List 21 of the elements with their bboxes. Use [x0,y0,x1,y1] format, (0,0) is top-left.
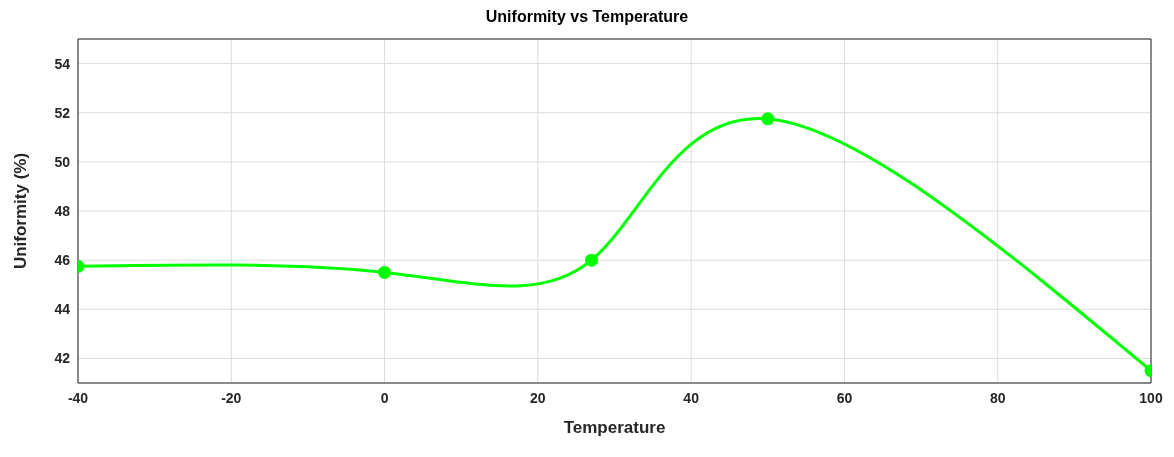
x-tick-label: 100 [1139,389,1163,406]
x-tick-label: 80 [989,389,1006,406]
x-tick-label: 60 [836,389,853,406]
y-tick-label: 44 [54,301,71,318]
x-axis-title: Temperature [563,418,666,437]
chart-title: Uniformity vs Temperature [484,8,690,27]
point [585,253,599,267]
point [378,265,392,279]
y-tick-label: 50 [54,153,71,170]
y-axis-title: Uniformity (%) [11,152,31,270]
x-tick-label: -20 [221,389,242,406]
x-tick-label: 0 [380,389,389,406]
y-tick-label: 42 [54,350,71,367]
point [761,112,775,126]
x-tick-label: 20 [530,389,546,406]
y-tick-label: 54 [54,55,71,72]
y-tick-label: 52 [54,104,71,121]
x-tick-label: 40 [683,389,700,406]
y-tick-label: 48 [54,202,71,219]
y-tick-label: 46 [54,252,71,269]
x-tick-label: -40 [67,389,89,406]
